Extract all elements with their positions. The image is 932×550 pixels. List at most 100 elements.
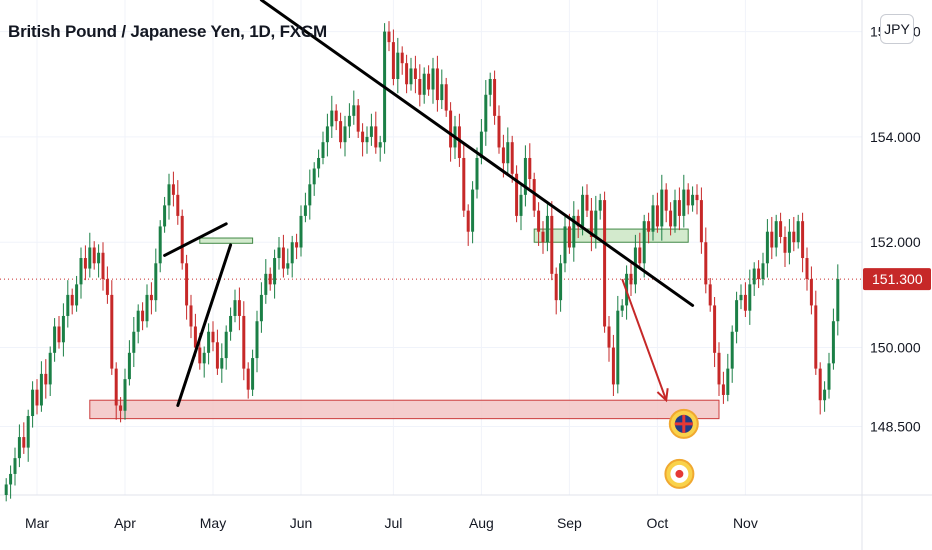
candle-body	[739, 294, 743, 301]
x-tick-label: Aug	[469, 515, 494, 531]
candle-body	[149, 294, 153, 301]
candle-body	[211, 331, 215, 343]
candle-body	[576, 215, 580, 227]
candle-body	[673, 200, 677, 227]
candle-body	[53, 326, 57, 353]
candle-body	[409, 68, 413, 85]
candle-body	[387, 31, 391, 43]
candle-body	[356, 105, 360, 132]
x-tick-label: Jul	[384, 515, 402, 531]
candle-body	[233, 300, 237, 316]
candle-body	[699, 200, 703, 243]
candle-body	[259, 294, 263, 322]
candle-body	[123, 379, 127, 411]
candle-body	[405, 63, 409, 85]
candle-body	[809, 279, 813, 306]
candle-body	[545, 215, 549, 243]
candle-body	[26, 416, 30, 448]
candle-body	[660, 189, 664, 227]
candle-body	[501, 147, 505, 164]
currency-badge[interactable]: JPY	[880, 14, 914, 44]
candle-body	[224, 331, 228, 359]
candle-body	[752, 268, 756, 285]
candle-body	[765, 231, 769, 264]
candle-body	[396, 52, 400, 79]
candle-body	[308, 184, 312, 206]
candle-body	[202, 352, 206, 364]
candle-body	[255, 321, 259, 359]
candle-body	[462, 157, 466, 211]
candle-body	[101, 252, 105, 280]
candle-body	[400, 52, 404, 64]
candle-body	[567, 226, 571, 248]
candle-body	[537, 210, 541, 232]
candle-body	[180, 215, 184, 264]
candle-body	[286, 263, 290, 269]
candle-body	[48, 352, 52, 385]
candle-body	[215, 342, 219, 369]
candle-body	[361, 131, 365, 143]
candle-body	[629, 273, 633, 285]
candle-body	[708, 284, 712, 306]
candle-body	[189, 305, 193, 327]
candle-body	[581, 194, 585, 227]
support-zone	[89, 399, 720, 420]
candle-body	[295, 242, 299, 248]
candle-body	[726, 368, 730, 395]
candle-body	[484, 94, 488, 132]
candle-body	[347, 115, 351, 127]
candle-body	[814, 305, 818, 369]
candle-body	[664, 189, 668, 211]
candle-body	[743, 294, 747, 311]
candle-body	[17, 437, 21, 459]
candle-body	[713, 305, 717, 353]
candle-body	[114, 368, 118, 406]
candle-body	[444, 84, 448, 111]
candle-body	[418, 78, 422, 95]
candle-body	[325, 126, 329, 143]
wedge-upper-trendline	[163, 222, 228, 257]
candle-body	[774, 221, 778, 248]
candle-body	[290, 242, 294, 264]
candle-body	[242, 315, 246, 369]
candle-body	[554, 273, 558, 301]
candle-body	[836, 279, 840, 322]
candle-body	[757, 268, 761, 280]
candle-body	[31, 389, 35, 417]
candle-body	[488, 78, 492, 95]
candle-body	[801, 221, 805, 259]
candle-body	[638, 247, 642, 264]
candle-body	[748, 284, 752, 311]
candle-body	[730, 331, 734, 369]
last-price-tag	[863, 268, 931, 291]
candle-body	[281, 247, 285, 269]
candle-body	[334, 110, 338, 122]
candle-body	[479, 131, 483, 158]
candle-body	[589, 210, 593, 237]
candle-body	[374, 126, 378, 148]
last-price-label: 151.300	[872, 271, 923, 287]
candle-body	[83, 258, 87, 269]
candle-body	[827, 363, 831, 390]
candle-body	[4, 484, 8, 495]
candle-body	[391, 42, 395, 79]
candle-body	[523, 157, 527, 195]
candle-body	[220, 358, 224, 369]
candle-body	[818, 368, 822, 401]
candle-body	[493, 78, 497, 116]
candle-body	[66, 294, 70, 316]
candle-body	[647, 221, 651, 232]
candle-body	[563, 226, 567, 264]
candle-body	[330, 110, 334, 127]
candle-body	[497, 115, 501, 148]
candle-body	[163, 205, 167, 227]
candle-body	[369, 126, 373, 137]
candle-body	[22, 437, 26, 448]
chart-title: British Pound / Japanese Yen, 1D, FXCM	[8, 22, 327, 41]
candle-body	[57, 326, 61, 343]
candle-body	[510, 142, 514, 174]
candle-body	[651, 205, 655, 232]
candle-body	[343, 126, 347, 143]
candle-body	[158, 226, 162, 264]
